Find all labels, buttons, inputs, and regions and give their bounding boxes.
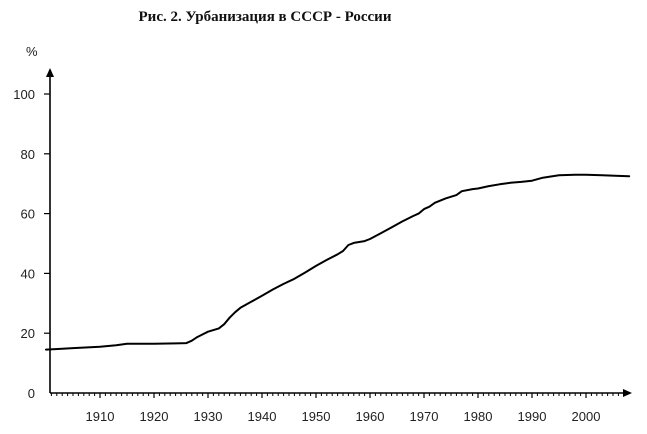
x-axis-arrow [623, 389, 632, 397]
y-axis-group: % 0 20 40 60 80 100 [13, 44, 54, 401]
y-tick-label: 40 [21, 266, 35, 281]
y-axis-unit-label: % [26, 44, 38, 59]
chart-title: Рис. 2. Урбанизация в СССР - России [138, 9, 392, 25]
x-tick-label: 1950 [302, 409, 331, 424]
x-tick-label: 1990 [518, 409, 547, 424]
x-tick-label: 1940 [248, 409, 277, 424]
y-axis-arrow [46, 68, 54, 77]
x-tick-label: 1980 [464, 409, 493, 424]
y-tick-label: 60 [21, 207, 35, 222]
x-tick-label: 1930 [194, 409, 223, 424]
urbanization-series-line [45, 173, 631, 351]
y-tick-label: 100 [13, 87, 35, 102]
x-tick-label: 2000 [572, 409, 601, 424]
x-tick-label: 1910 [86, 409, 115, 424]
y-tick-label: 0 [28, 386, 35, 401]
x-tick-label: 1920 [140, 409, 169, 424]
x-tick-label: 1970 [410, 409, 439, 424]
y-tick-label: 20 [21, 326, 35, 341]
series-group [45, 173, 631, 351]
x-axis-group: 1910 1920 1930 1940 1950 1960 1970 1980 1990 2000 [50, 389, 632, 424]
y-tick-label: 80 [21, 147, 35, 162]
x-tick-label: 1960 [356, 409, 385, 424]
